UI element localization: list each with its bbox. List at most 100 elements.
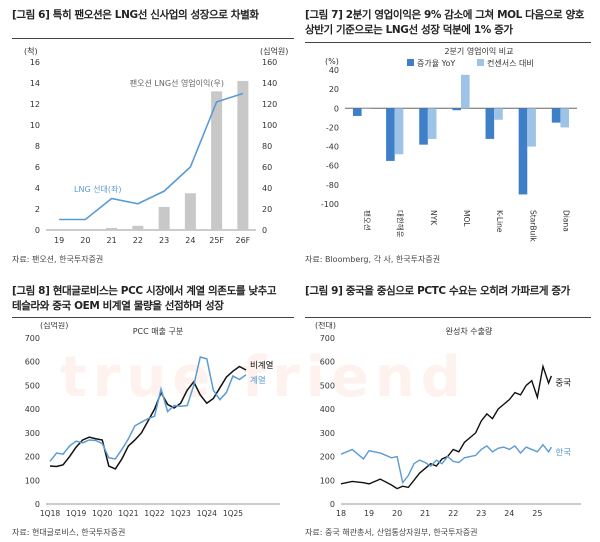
y-left-tick: 0 (35, 226, 40, 235)
x-tick-label: 21 (107, 236, 117, 245)
title-rule (305, 317, 591, 318)
x-tick-label: MOL (462, 210, 471, 227)
x-tick-label: 25F (209, 236, 224, 245)
y-tick-label: -40 (326, 143, 339, 152)
bar-yoy (551, 108, 561, 123)
y-left-tick: 2 (35, 205, 40, 214)
x-tick-label: 1Q25 (223, 509, 243, 518)
bar-lng-fleet (158, 206, 170, 230)
bar-lng-fleet (237, 80, 249, 231)
y-right-tick: 20 (262, 205, 272, 214)
y-right-unit: (십억원) (260, 46, 288, 56)
y-tick-label: 400 (320, 405, 335, 414)
x-tick-label: 23 (159, 236, 169, 245)
op-profit-compare-chart: 2분기 영업이익 비교 (%) 증가율 YoY 컨센서스 대비 40 20 0 -20 -40 -… (321, 46, 577, 242)
x-tick-label: 25 (532, 509, 542, 518)
bar-consensus (427, 108, 437, 139)
legend-label-yoy: 증가율 YoY (417, 59, 455, 68)
panel-fig6: [그림 6] 특히 팬오션은 LNG선 신사업의 성장으로 차별화 (척) (십억… (12, 8, 296, 266)
x-tick-label: 26F (235, 236, 250, 245)
x-tick-label: 21 (420, 509, 430, 518)
y-right-tick: 80 (262, 142, 272, 151)
x-tick-label: 1Q23 (171, 509, 191, 518)
y-left-unit: (척) (24, 47, 38, 56)
y-tick-label: -80 (326, 181, 339, 190)
legend-swatch-yoy (407, 59, 414, 66)
y-left-tick: 14 (30, 79, 40, 88)
title-rule (305, 42, 591, 43)
y-tick-label: 300 (320, 429, 335, 438)
bar-yoy (352, 108, 362, 116)
y-right-tick: 40 (262, 184, 272, 193)
source-note: 자료: Bloomberg, 각 사, 한국투자증권 (305, 255, 441, 264)
line-lng-op-profit (59, 92, 244, 221)
y-tick-label: 500 (320, 381, 335, 390)
x-tick-label: 23 (476, 509, 486, 518)
x-tick-label: 24 (185, 236, 195, 245)
series-label: 계열 (250, 375, 266, 386)
panel-title: [그림 8] 현대글로비스는 PCC 시장에서 계열 의존도를 낮추고 (12, 285, 277, 297)
x-tick-label: 18 (336, 509, 346, 518)
y-left-tick: 12 (30, 100, 40, 109)
x-tick-label: 1Q20 (92, 509, 112, 518)
y-left-tick: 6 (35, 163, 40, 172)
y-left-tick: 10 (30, 121, 40, 130)
x-tick-label: 19 (54, 236, 64, 245)
bar-consensus (361, 108, 371, 109)
bar-yoy (419, 108, 428, 145)
source-note: 자료: 중국 해관총서, 산업통상자원부, 한국투자증권 (305, 528, 478, 537)
y-tick-label: 500 (25, 381, 40, 390)
x-tick-label: 22 (133, 236, 143, 245)
y-unit: (십억원) (40, 322, 68, 330)
line-china (340, 363, 553, 490)
bar-lng-fleet (132, 225, 144, 230)
x-tick-label: 팬오션 (363, 210, 373, 231)
x-tick-label: 20 (80, 236, 90, 245)
chart-title: 완성차 수출량 (446, 326, 493, 336)
line-affiliate (49, 356, 247, 462)
legend-swatch-consensus (477, 59, 484, 66)
y-tick-label: 400 (25, 405, 40, 414)
y-tick-label: 600 (25, 358, 40, 367)
panel-title: [그림 7] 2분기 영업이익은 9% 감소에 그쳐 MOL 다음으로 양호 (305, 9, 585, 21)
x-tick-label: StarBulk (528, 210, 537, 242)
y-tick-label: 40 (329, 66, 339, 75)
x-tick-label: 1Q24 (197, 509, 217, 518)
chart-title: 2분기 영업이익 비교 (444, 46, 513, 56)
y-tick-label: 100 (320, 476, 335, 485)
x-tick-label: 대한해운 (396, 210, 406, 238)
bar-lng-fleet (211, 91, 223, 231)
x-tick-label: K-Line (495, 210, 504, 233)
x-tick-label: NYK (429, 210, 438, 226)
y-tick-label: 100 (25, 476, 40, 485)
y-tick-label: 0 (35, 500, 40, 509)
pcc-revenue-chart: PCC 매출 구분 (십억원) 0 100 200 300 400 500 600 700 비계열계… (25, 322, 280, 518)
x-tick-label: 20 (392, 509, 402, 518)
y-tick-label: 0 (334, 104, 339, 113)
series-label: 중국 (555, 378, 571, 388)
x-tick-label: 1Q19 (66, 509, 86, 518)
y-tick-label: 200 (320, 453, 335, 462)
panel-title: [그림 9] 중국을 중심으로 PCTC 수요는 오히려 가파르게 증가 (305, 285, 570, 297)
bar-consensus (560, 108, 570, 128)
y-left-tick: 8 (35, 142, 40, 151)
legend-line-label: 팬오션 LNG선 영업이익(우) (130, 78, 224, 88)
bar-yoy (485, 108, 495, 139)
legend-label-consensus: 컨센서스 대비 (487, 58, 534, 68)
y-unit: (%) (325, 57, 339, 66)
bar-lng-fleet (106, 227, 118, 230)
source-note: 자료: 현대글로비스, 한국투자증권 (12, 528, 126, 537)
x-tick-label: 22 (448, 509, 458, 518)
y-left-tick: 16 (30, 58, 40, 67)
y-tick-label: 200 (25, 453, 40, 462)
series-label: 비계열 (250, 360, 274, 371)
y-unit: (천대) (315, 322, 336, 330)
bar-consensus (394, 108, 404, 155)
x-tick-label: 1Q21 (118, 509, 138, 518)
y-right-tick: 160 (262, 58, 277, 67)
line-non-affiliate (49, 365, 247, 470)
bar-consensus (494, 108, 503, 120)
panel-fig8: [그림 8] 현대글로비스는 PCC 시장에서 계열 의존도를 낮추고 테슬라와… (12, 284, 296, 540)
bar-yoy (386, 108, 395, 161)
bar-lng-fleet (184, 193, 196, 230)
